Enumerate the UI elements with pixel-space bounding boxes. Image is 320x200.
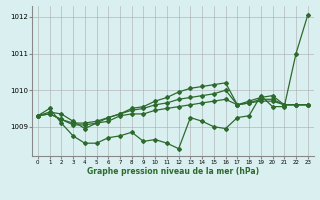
- X-axis label: Graphe pression niveau de la mer (hPa): Graphe pression niveau de la mer (hPa): [87, 167, 259, 176]
